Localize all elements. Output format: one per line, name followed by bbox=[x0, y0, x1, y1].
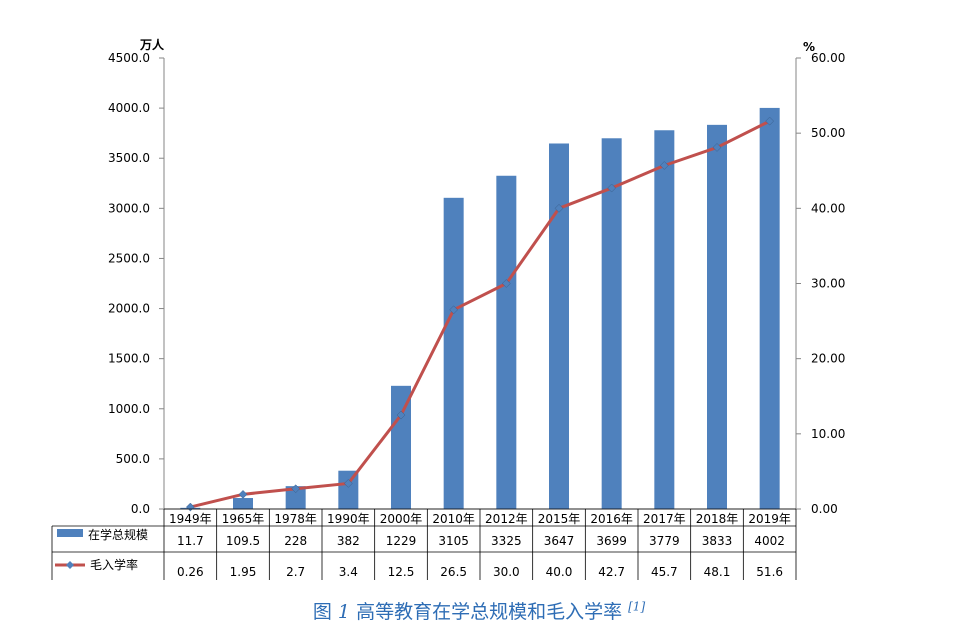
rate-marker bbox=[396, 410, 406, 420]
table-cell-enrollment: 3325 bbox=[491, 534, 522, 548]
left-axis-unit: 万人 bbox=[139, 37, 165, 52]
line-series bbox=[185, 116, 775, 512]
rate-line bbox=[189, 119, 771, 509]
rate-marker bbox=[343, 479, 353, 488]
table-cell-rate: 0.26 bbox=[177, 565, 204, 579]
right-tick-label: 20.00 bbox=[811, 352, 845, 366]
table-cell-enrollment: 1229 bbox=[386, 534, 417, 548]
category-label: 2018年 bbox=[696, 512, 739, 526]
table-cell-enrollment: 109.5 bbox=[226, 534, 260, 548]
category-label: 1949年 bbox=[169, 512, 212, 526]
combo-chart: 万人 % 0.0 500.0 1000.0 1500.0 2000.0 2500.0 300… bbox=[51, 37, 845, 580]
left-tick-label: 4500.0 bbox=[108, 51, 150, 65]
rate-marker bbox=[449, 305, 459, 315]
caption-number: 1 bbox=[337, 601, 351, 623]
data-table: 1949年 1965年 1978年 1990年 2000年 2010年 2012年 2015年… bbox=[51, 508, 797, 580]
caption-reference: [1] bbox=[628, 599, 646, 614]
table-cell-enrollment: 3699 bbox=[596, 534, 627, 548]
left-tick-label: 500.0 bbox=[116, 452, 150, 466]
left-tick-label: 3500.0 bbox=[108, 151, 150, 165]
table-cell-rate: 3.4 bbox=[339, 565, 358, 579]
left-tick-label: 2000.0 bbox=[108, 302, 150, 316]
bar-series bbox=[180, 107, 780, 510]
table-cell-rate: 1.95 bbox=[230, 565, 257, 579]
rate-marker bbox=[291, 484, 301, 494]
table-cell-rate: 40.0 bbox=[546, 565, 573, 579]
table-cell-enrollment: 3779 bbox=[649, 534, 680, 548]
right-tick-label: 60.00 bbox=[811, 51, 845, 65]
rate-marker bbox=[185, 502, 195, 512]
category-label: 1965年 bbox=[222, 512, 265, 526]
bar bbox=[707, 124, 727, 510]
category-label: 2015年 bbox=[538, 512, 581, 526]
category-label: 2010年 bbox=[432, 512, 475, 526]
left-tick-label: 0.0 bbox=[131, 502, 150, 516]
category-label: 1978年 bbox=[274, 512, 317, 526]
bar bbox=[285, 486, 306, 509]
right-tick-label: 30.00 bbox=[811, 277, 845, 291]
table-cell-rate: 2.7 bbox=[286, 565, 305, 579]
rate-marker bbox=[607, 183, 617, 193]
rate-marker bbox=[554, 203, 564, 213]
bar bbox=[338, 470, 359, 509]
legend-label-line: 毛入学率 bbox=[90, 557, 138, 572]
bar bbox=[233, 498, 253, 509]
category-label: 2016年 bbox=[590, 512, 633, 526]
bar bbox=[496, 175, 517, 509]
category-label: 2019年 bbox=[748, 512, 791, 526]
right-axis-unit: % bbox=[803, 40, 815, 54]
bar bbox=[601, 138, 622, 509]
right-tick-label: 40.00 bbox=[811, 201, 845, 215]
table-cell-enrollment: 3105 bbox=[438, 534, 469, 548]
table-cell-enrollment: 228 bbox=[284, 534, 307, 548]
bar bbox=[443, 197, 464, 509]
left-tick-label: 2500.0 bbox=[108, 251, 150, 265]
right-tick-label: 50.00 bbox=[811, 126, 845, 140]
table-cell-enrollment: 4002 bbox=[754, 534, 785, 548]
table-cell-enrollment: 3647 bbox=[544, 534, 575, 548]
rate-marker bbox=[659, 161, 669, 170]
right-axis-ticks: 0.00 10.00 20.00 30.00 40.00 50.00 60.00 bbox=[796, 51, 845, 516]
category-label: 2012年 bbox=[485, 512, 528, 526]
table-cell-rate: 51.6 bbox=[756, 565, 783, 579]
axes bbox=[163, 58, 797, 510]
category-label: 2017年 bbox=[643, 512, 686, 526]
category-label: 1990年 bbox=[327, 512, 370, 526]
bar bbox=[759, 107, 780, 509]
left-tick-label: 1000.0 bbox=[108, 402, 150, 416]
right-tick-label: 10.00 bbox=[811, 427, 845, 441]
category-label: 2000年 bbox=[380, 512, 423, 526]
caption-text: 高等教育在学总规模和毛入学率 bbox=[356, 601, 623, 623]
legend-key-marker bbox=[66, 561, 74, 569]
rate-marker bbox=[501, 279, 511, 288]
left-tick-label: 1500.0 bbox=[108, 352, 150, 366]
legend-label-bars: 在学总规模 bbox=[88, 527, 148, 542]
legend-key-bars bbox=[57, 529, 83, 537]
right-tick-label: 0.00 bbox=[811, 502, 838, 516]
table-cell-enrollment: 382 bbox=[337, 534, 360, 548]
table-cell-enrollment: 11.7 bbox=[177, 534, 204, 548]
table-cell-rate: 45.7 bbox=[651, 565, 678, 579]
bar bbox=[654, 130, 675, 509]
figure-caption: 图 1 高等教育在学总规模和毛入学率 [1] bbox=[0, 597, 958, 624]
left-tick-label: 3000.0 bbox=[108, 201, 150, 215]
table-cell-rate: 30.0 bbox=[493, 565, 520, 579]
bar bbox=[391, 385, 411, 509]
table-cell-enrollment: 3833 bbox=[702, 534, 733, 548]
bar bbox=[549, 143, 569, 509]
table-cell-rate: 26.5 bbox=[440, 565, 467, 579]
rate-marker bbox=[238, 489, 248, 499]
table-cell-rate: 12.5 bbox=[388, 565, 415, 579]
table-cell-rate: 48.1 bbox=[704, 565, 731, 579]
left-axis-ticks: 0.0 500.0 1000.0 1500.0 2000.0 2500.0 3000.0 35… bbox=[108, 51, 164, 516]
rate-marker bbox=[712, 143, 722, 152]
rate-marker bbox=[765, 116, 775, 126]
caption-prefix: 图 bbox=[312, 601, 332, 623]
left-tick-label: 4000.0 bbox=[108, 101, 150, 115]
table-cell-rate: 42.7 bbox=[598, 565, 625, 579]
